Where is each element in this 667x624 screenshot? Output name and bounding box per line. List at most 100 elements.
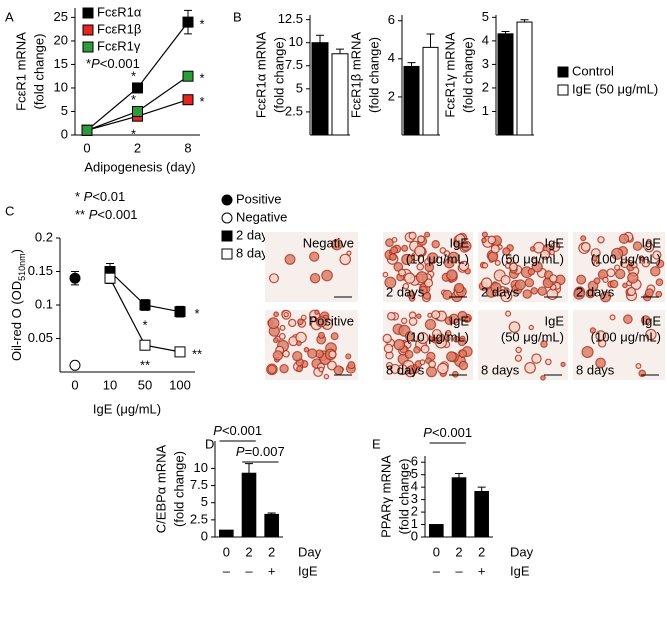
marker [174,306,186,318]
significance-star: ** [192,346,202,361]
stained-cell [537,286,548,296]
y-tick-label: 10 [289,34,303,49]
marker [132,105,143,117]
note: * P<0.01 [75,189,125,204]
stained-cell [502,247,511,256]
stained-cell [391,236,398,243]
marker [221,194,233,206]
stained-cell [530,287,538,295]
stained-cell [597,236,605,244]
stained-cell [457,310,468,321]
stained-cell [630,261,638,269]
y-tick-label: 4 [482,32,489,47]
stained-cell [458,260,470,272]
stained-cell [418,285,428,295]
stained-cell [500,274,511,285]
stained-cell [420,344,430,354]
y-tick-label: 0 [411,528,418,543]
stained-cell [515,346,522,354]
micrograph-label: (50 μg/mL) [501,251,564,266]
x-tick-label: 2 [134,140,141,155]
error-bar [501,30,510,34]
stained-cell [389,253,397,261]
stained-cell [292,350,303,362]
stained-cell [487,251,499,262]
stained-cell [382,333,392,344]
stained-cell [267,364,277,375]
significance-star: * [142,317,147,332]
error-bar [520,19,529,23]
stained-cell [505,310,512,317]
y-axis-label: FcεR1 mRNA [13,32,28,111]
stained-cell [508,321,521,333]
error-bar [477,486,486,492]
significance-label: P<0.001 [423,425,472,440]
stained-cell [326,360,337,371]
significance-star: * [194,306,199,321]
stained-cell [408,317,418,326]
x-tick-label: 0 [223,544,230,559]
micrograph-label: (100 μg/mL) [591,329,661,344]
stained-cell [283,311,289,318]
stained-cell [390,363,401,374]
stained-cell [602,276,609,283]
y-tick-label: 5 [411,466,418,481]
micrograph-time: 8 days [576,362,615,377]
stained-cell [490,282,502,294]
marker [69,359,81,371]
marker [81,124,93,136]
y-tick-label: 7.5 [285,57,303,72]
micrograph-label: (100 μg/mL) [591,251,661,266]
x-tick-label: – [455,563,463,578]
stained-cell [383,343,394,354]
panel-label: D [205,436,214,451]
bar [241,472,257,538]
x-tick-label: + [268,563,276,578]
bar [311,42,329,136]
significance-star: * [199,17,204,32]
stained-cell [595,357,606,369]
x-tick-label: 2 [245,544,252,559]
stained-cell [321,269,333,282]
stained-cell [453,282,465,294]
stained-cell [593,260,600,267]
significance-star: ** [140,358,150,373]
micrograph-time: 8 days [481,362,520,377]
x-tick-label: 2 [478,544,485,559]
stained-cell [632,241,643,251]
stained-cell [328,350,337,359]
stained-cell [540,375,546,381]
significance-star: * [131,68,136,83]
stained-cell [400,317,408,325]
stained-cell [339,253,352,266]
stained-cell [431,240,440,249]
stained-cell [641,258,651,268]
stained-cell [398,268,406,277]
stained-cell [644,288,654,298]
marker [221,248,233,260]
y-axis-label: FcεR1β mRNA [348,32,363,119]
stained-cell [431,328,442,339]
y-tick-label: 2 [411,504,418,519]
stained-cell [460,240,472,252]
y-tick-label: 0.15 [28,263,53,278]
stained-cell [458,360,469,371]
y-axis-label: (fold change) [460,37,475,113]
stained-cell [481,237,487,244]
y-axis-label: (fold change) [171,451,186,527]
stained-cell [408,295,416,302]
y-axis-label: (fold change) [366,37,381,113]
y-tick-label: 2 [388,88,395,103]
stained-cell [413,346,421,354]
stained-cell [644,242,655,253]
stained-cell [524,277,535,288]
y-tick-label: 3 [482,56,489,71]
panel-label: E [372,436,381,451]
y-axis-label: FcεR1γ mRNA [442,32,457,118]
stained-cell [389,246,399,255]
stained-cell [426,252,439,264]
bar [219,529,234,538]
x-tick-label: 100 [169,377,191,392]
stained-cell [347,361,356,370]
